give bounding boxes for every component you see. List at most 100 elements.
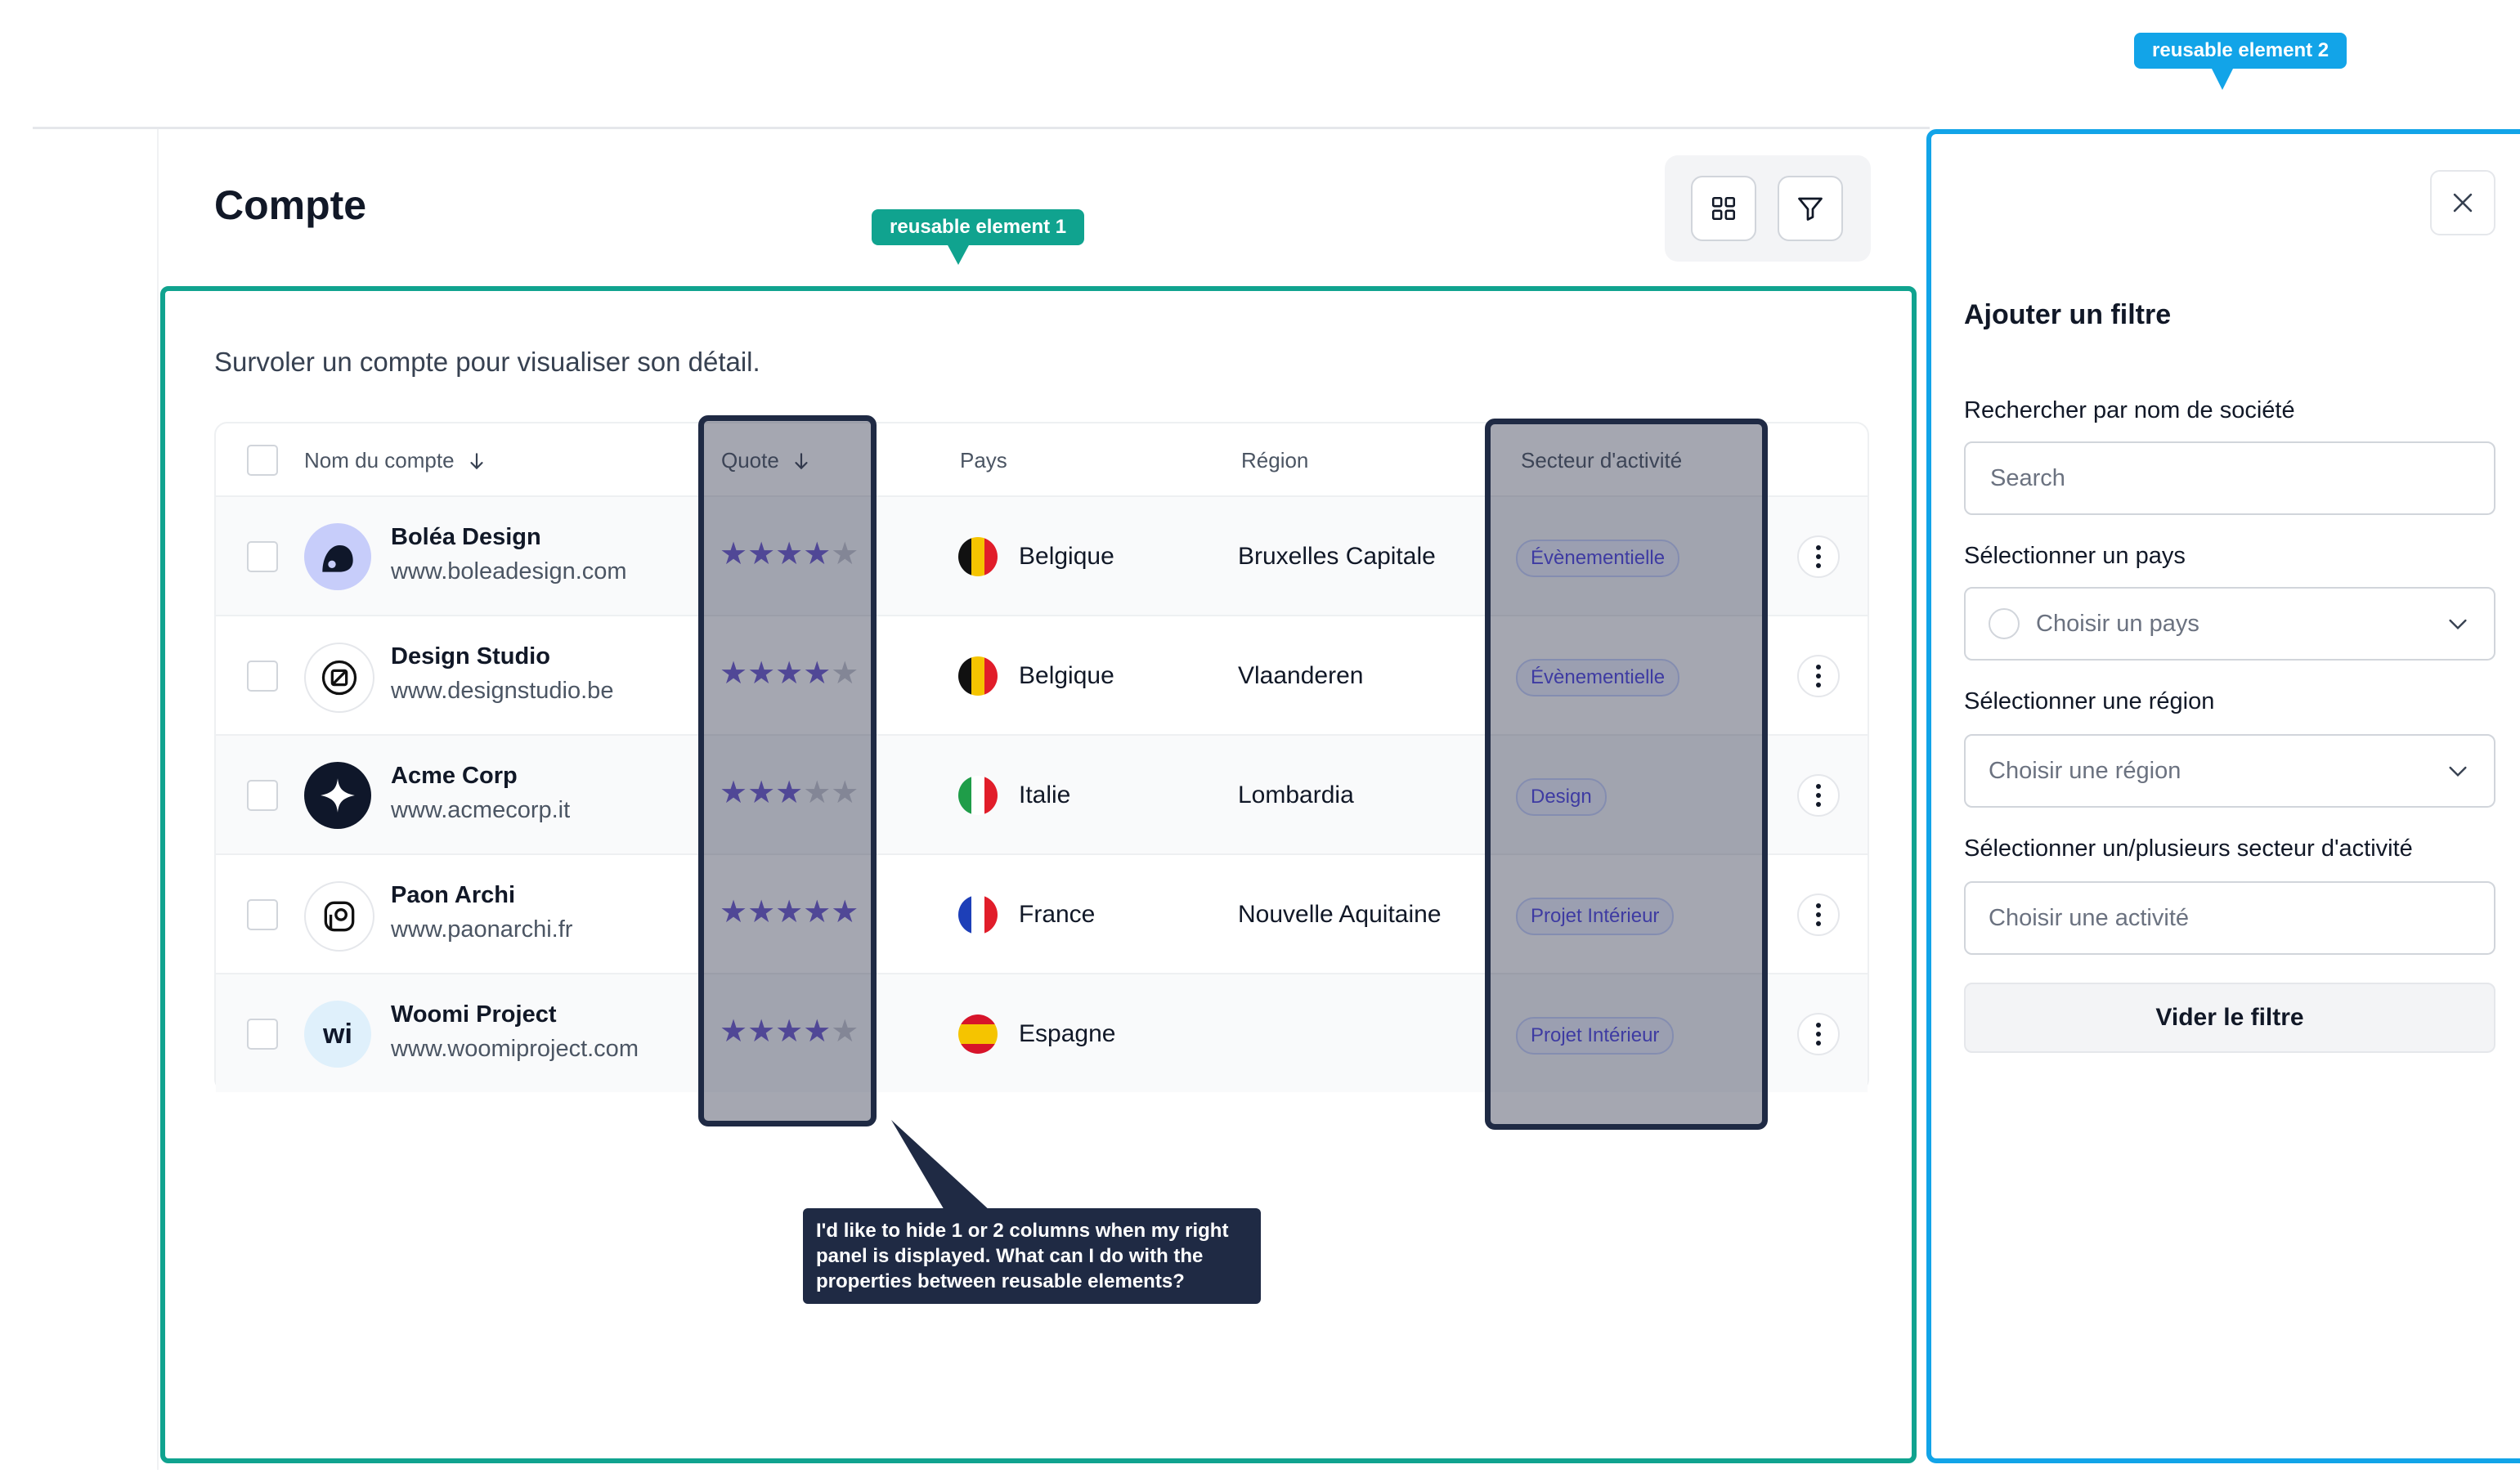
kebab-dot [1816, 545, 1821, 550]
woomi-logo: wi [304, 1001, 371, 1068]
sector-badge: Design [1516, 778, 1607, 816]
region-cell: Nouvelle Aquitaine [1238, 901, 1442, 928]
flag-be-icon [958, 656, 998, 696]
close-panel-button[interactable] [2430, 170, 2495, 235]
clear-filter-button[interactable]: Vider le filtre [1964, 983, 2495, 1053]
country-cell: Belgique [1019, 662, 1114, 689]
row-checkbox[interactable] [247, 661, 278, 692]
kebab-dot [1816, 554, 1821, 559]
rating-stars: ★★★★★ [720, 537, 859, 571]
sort-arrow-down-icon [469, 452, 483, 469]
radio-circle-icon [1989, 608, 2020, 639]
country-label: Sélectionner un pays [1964, 543, 2186, 569]
region-cell: Vlaanderen [1238, 662, 1364, 689]
sector-label: Sélectionner un/plusieurs secteur d'acti… [1964, 835, 2413, 862]
row-checkbox[interactable] [247, 780, 278, 811]
reusable-element-2-frame [1926, 129, 2520, 1463]
row-menu-button[interactable] [1797, 1013, 1840, 1055]
kebab-dot [1816, 802, 1821, 807]
header-sector: Secteur d'activité [1521, 448, 1683, 473]
row-divider [216, 734, 1868, 736]
sector-badge: Évènementielle [1516, 540, 1680, 577]
chevron-down-icon [2449, 766, 2467, 777]
header-name[interactable]: Nom du compte [304, 448, 487, 473]
kebab-dot [1816, 674, 1821, 679]
kebab-dot [1816, 912, 1821, 917]
account-name[interactable]: Paon Archi [391, 882, 516, 908]
sector-badge: Projet Intérieur [1516, 1017, 1675, 1055]
country-select-placeholder: Choisir un pays [2036, 610, 2199, 637]
row-divider [216, 853, 1868, 855]
row-menu-button[interactable] [1797, 535, 1840, 578]
account-name[interactable]: Design Studio [391, 643, 550, 670]
flag-it-icon [958, 776, 998, 815]
header-region: Région [1241, 448, 1309, 473]
account-name[interactable]: Boléa Design [391, 524, 541, 550]
header-rating[interactable]: Quote [721, 448, 812, 473]
region-label: Sélectionner une région [1964, 688, 2215, 714]
kebab-dot [1816, 921, 1821, 926]
row-checkbox[interactable] [247, 1019, 278, 1050]
account-name[interactable]: Acme Corp [391, 763, 518, 789]
account-url[interactable]: www.acmecorp.it [391, 797, 571, 823]
row-menu-button[interactable] [1797, 655, 1840, 697]
sector-column-highlight [1485, 419, 1768, 1130]
region-select-placeholder: Choisir une région [1989, 757, 2181, 784]
flag-fr-icon [958, 895, 998, 934]
callout-pointer [891, 1120, 991, 1212]
rating-stars: ★★★★★ [720, 656, 859, 691]
sector-badge: Évènementielle [1516, 659, 1680, 696]
annotation-callout: I'd like to hide 1 or 2 columns when my … [803, 1208, 1261, 1304]
company-search-field [1964, 441, 2495, 515]
account-url[interactable]: www.woomiproject.com [391, 1036, 639, 1062]
sort-arrow-down-icon [795, 452, 808, 469]
country-cell: Italie [1019, 782, 1071, 808]
rating-stars: ★★★★★ [720, 1014, 859, 1049]
grid-icon [1711, 196, 1736, 221]
header-country: Pays [960, 448, 1007, 473]
row-checkbox[interactable] [247, 541, 278, 572]
sector-badge: Projet Intérieur [1516, 898, 1675, 935]
kebab-dot [1816, 1041, 1821, 1046]
tag-pointer [947, 244, 970, 265]
paon-logo [304, 881, 374, 952]
row-checkbox[interactable] [247, 899, 278, 930]
search-label: Rechercher par nom de société [1964, 397, 2295, 423]
reusable-element-2-tag: reusable element 2 [2134, 33, 2347, 69]
row-divider [216, 495, 1868, 497]
select-all-checkbox[interactable] [247, 445, 278, 476]
row-divider [216, 615, 1868, 616]
row-divider [216, 973, 1868, 974]
filter-button[interactable] [1778, 176, 1843, 241]
kebab-dot [1816, 1032, 1821, 1037]
account-name[interactable]: Woomi Project [391, 1001, 557, 1028]
row-menu-button[interactable] [1797, 894, 1840, 936]
left-rail-divider [157, 129, 159, 1470]
bolea-logo [304, 523, 371, 590]
region-cell: Bruxelles Capitale [1238, 543, 1436, 570]
sector-select[interactable]: Choisir une activité [1964, 881, 2495, 955]
designstudio-logo [304, 643, 374, 713]
kebab-dot [1816, 665, 1821, 670]
page-subtitle: Survoler un compte pour visualiser son d… [214, 347, 760, 377]
country-cell: France [1019, 901, 1096, 928]
company-search-input[interactable] [1989, 464, 2471, 493]
kebab-dot [1816, 793, 1821, 798]
grid-view-button[interactable] [1691, 176, 1756, 241]
account-url[interactable]: www.designstudio.be [391, 678, 614, 704]
page-title: Compte [214, 182, 367, 228]
country-cell: Espagne [1019, 1020, 1116, 1047]
tag-pointer [2211, 67, 2234, 90]
kebab-dot [1816, 903, 1821, 908]
account-url[interactable]: www.paonarchi.fr [391, 916, 573, 943]
kebab-dot [1816, 563, 1821, 568]
account-url[interactable]: www.boleadesign.com [391, 558, 627, 584]
rating-stars: ★★★★★ [720, 895, 859, 929]
filter-icon [1798, 197, 1823, 221]
sector-select-placeholder: Choisir une activité [1989, 904, 2189, 931]
flag-es-icon [958, 1014, 998, 1054]
region-select[interactable]: Choisir une région [1964, 734, 2495, 808]
flag-be-icon [958, 537, 998, 576]
row-menu-button[interactable] [1797, 774, 1840, 817]
country-select[interactable]: Choisir un pays [1964, 587, 2495, 661]
